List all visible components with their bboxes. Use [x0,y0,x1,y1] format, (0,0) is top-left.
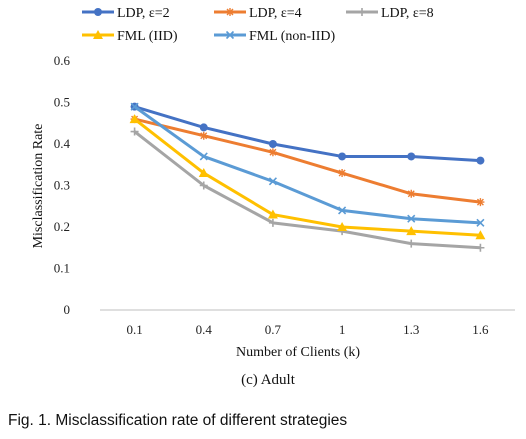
data-point [337,222,348,231]
chart-subtitle: (c) Adult [241,372,296,388]
y-tick-label: 0 [64,302,71,317]
series-line [134,117,481,204]
legend-item: FML (non-IID) [214,29,336,44]
series-line [133,130,481,250]
data-point [129,114,140,124]
data-point [476,156,485,165]
series-4 [130,102,485,227]
data-point [199,181,208,190]
legend-label: LDP, ε=8 [381,6,434,21]
legend-item: LDP, ε=2 [82,6,170,21]
series-0 [130,102,485,165]
series-line [134,105,481,163]
y-tick-label: 0.6 [54,53,71,68]
y-tick-label: 0.4 [54,136,71,151]
series-group [129,102,486,252]
legend-marker [358,8,366,16]
x-tick-label: 1 [339,322,346,337]
legend-marker [226,8,234,16]
data-point [130,127,139,136]
line-chart: LDP, ε=2 LDP, ε=4 LDP, ε=8 FML (IID) FML (no… [31,6,515,388]
data-point [476,218,485,227]
legend-item: LDP, ε=8 [346,6,434,21]
data-point [198,168,209,178]
data-point [407,239,416,248]
legend-marker [93,30,103,39]
x-tick-label: 0.4 [196,322,213,337]
data-point [268,140,277,148]
data-point [475,230,486,240]
x-axis-ticks: 0.1 0.4 0.7 1 1.3 1.6 [126,322,489,337]
legend-item: LDP, ε=4 [214,6,302,21]
legend-marker [225,30,235,40]
series-line [133,105,481,225]
y-axis-ticks: 0 0.1 0.2 0.3 0.4 0.5 0.6 [54,53,71,317]
data-point [268,148,277,157]
x-tick-label: 0.1 [126,322,142,337]
y-axis-label: Misclassification Rate [31,124,46,249]
data-point [338,206,347,215]
data-point [476,243,485,252]
series-line [133,117,481,237]
data-point [406,226,417,236]
legend-label: FML (non-IID) [249,29,336,44]
legend: LDP, ε=2 LDP, ε=4 LDP, ε=8 FML (IID) FML (no… [82,6,434,44]
series-3 [129,114,486,240]
data-point [199,123,208,132]
data-point [407,214,416,223]
y-tick-label: 0.5 [54,95,70,110]
legend-label: LDP, ε=4 [249,6,302,21]
data-point [268,218,277,227]
data-point [268,177,277,186]
data-point [407,152,416,161]
x-axis-label: Number of Clients (k) [236,345,360,360]
legend-marker [94,8,102,16]
series-1 [130,115,485,207]
x-tick-label: 1.3 [403,322,419,337]
y-tick-label: 0.1 [54,261,70,276]
data-point [199,152,208,161]
data-point [267,209,278,219]
data-point [476,198,485,207]
series-2 [130,127,485,252]
data-point [130,102,139,111]
y-tick-label: 0.2 [54,219,70,234]
data-point [199,131,208,140]
legend-item: FML (IID) [82,29,178,44]
data-point [407,189,416,198]
data-point [338,169,347,178]
figure-caption: Fig. 1. Misclassification rate of differ… [8,412,348,429]
data-point [338,152,347,161]
x-tick-label: 0.7 [265,322,282,337]
legend-label: LDP, ε=2 [117,6,170,21]
x-tick-label: 1.6 [472,322,489,337]
y-tick-label: 0.3 [54,178,70,193]
legend-label: FML (IID) [117,29,178,44]
